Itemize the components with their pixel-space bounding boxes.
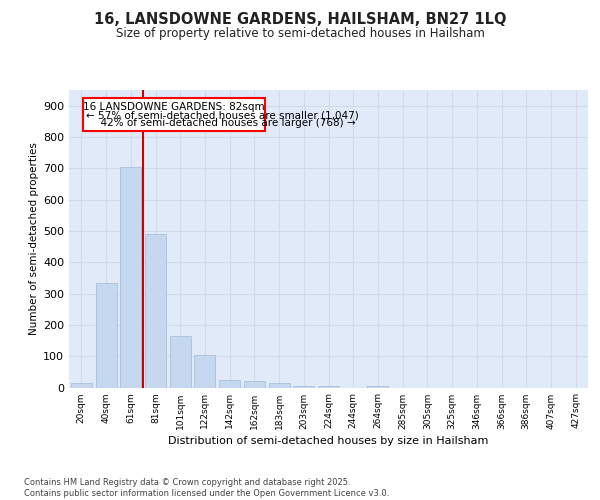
- Y-axis label: Number of semi-detached properties: Number of semi-detached properties: [29, 142, 39, 335]
- Text: 16 LANSDOWNE GARDENS: 82sqm: 16 LANSDOWNE GARDENS: 82sqm: [83, 102, 265, 112]
- Text: 16, LANSDOWNE GARDENS, HAILSHAM, BN27 1LQ: 16, LANSDOWNE GARDENS, HAILSHAM, BN27 1L…: [94, 12, 506, 28]
- Bar: [318, 386, 339, 388]
- Bar: [120, 166, 141, 388]
- Bar: [145, 234, 166, 388]
- Text: 42% of semi-detached houses are larger (768) →: 42% of semi-detached houses are larger (…: [94, 118, 355, 128]
- X-axis label: Distribution of semi-detached houses by size in Hailsham: Distribution of semi-detached houses by …: [169, 436, 488, 446]
- Text: Contains HM Land Registry data © Crown copyright and database right 2025.
Contai: Contains HM Land Registry data © Crown c…: [24, 478, 389, 498]
- Bar: [95, 282, 116, 388]
- Bar: [194, 354, 215, 388]
- Text: ← 57% of semi-detached houses are smaller (1,047): ← 57% of semi-detached houses are smalle…: [86, 110, 359, 120]
- Bar: [293, 386, 314, 388]
- Bar: [367, 386, 388, 388]
- Text: Size of property relative to semi-detached houses in Hailsham: Size of property relative to semi-detach…: [116, 28, 484, 40]
- Bar: [269, 383, 290, 388]
- Bar: [244, 381, 265, 388]
- Bar: [71, 383, 92, 388]
- Bar: [219, 380, 240, 388]
- Bar: [170, 336, 191, 388]
- FancyBboxPatch shape: [83, 98, 265, 130]
